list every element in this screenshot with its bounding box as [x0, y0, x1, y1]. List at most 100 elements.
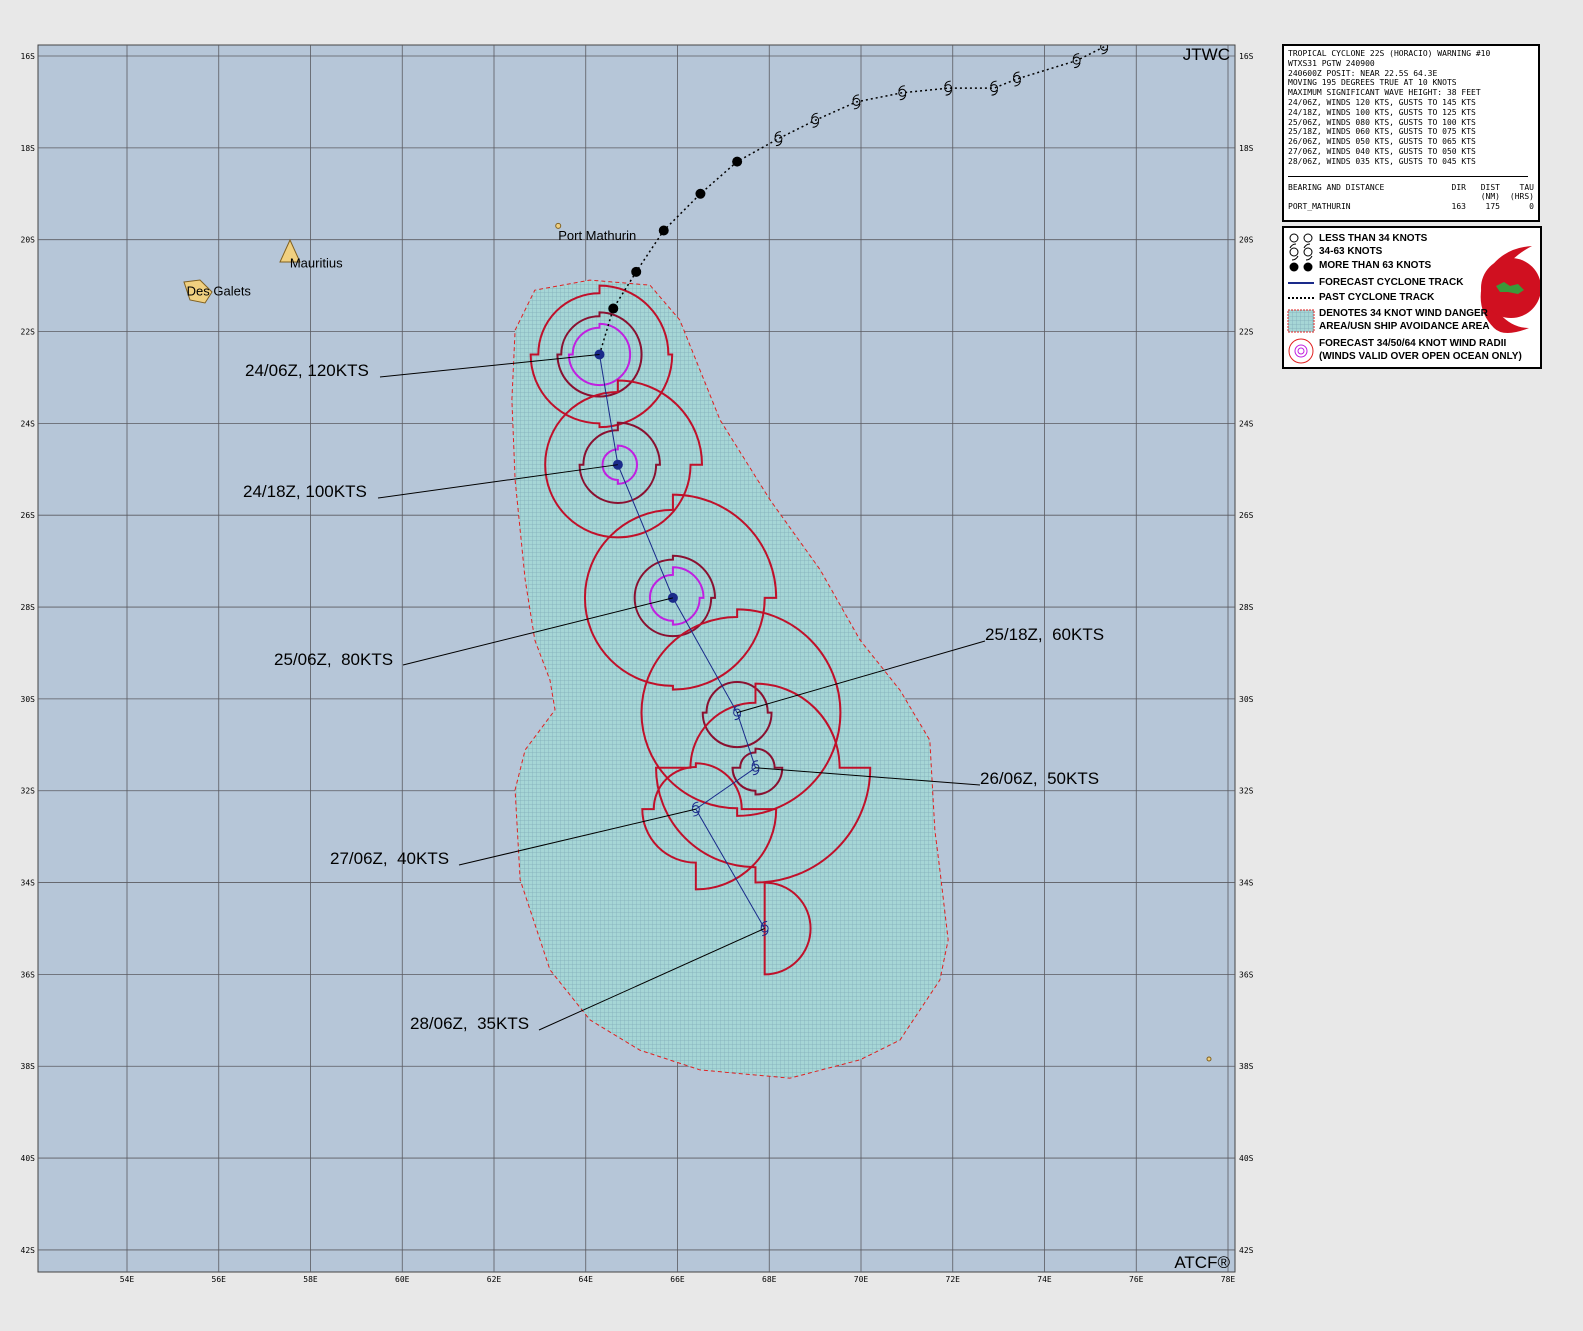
lat-tick-label-left: 24S	[21, 419, 36, 428]
warning-line: 24/06Z, WINDS 120 KTS, GUSTS TO 145 KTS	[1288, 97, 1476, 107]
legend-past-track: PAST CYCLONE TRACK	[1319, 292, 1435, 303]
cyclone-34-63-icon	[774, 131, 783, 147]
circle	[811, 116, 820, 125]
lat-tick-label-right: 38S	[1239, 1062, 1254, 1071]
lon-tick-label: 78E	[1221, 1275, 1236, 1284]
hook	[691, 801, 700, 817]
col-tau: TAU	[1519, 182, 1534, 192]
warning-line: 28/06Z, WINDS 035 KTS, GUSTS TO 045 KTS	[1288, 156, 1476, 166]
warning-line: 25/06Z, WINDS 080 KTS, GUSTS TO 100 KTS	[1288, 117, 1476, 127]
unit-dist: (NM)	[1480, 192, 1500, 202]
warning-line: MOVING 195 DEGREES TRUE AT 10 KNOTS	[1288, 78, 1457, 88]
wind-radii-50kt	[701, 681, 773, 749]
lat-tick-label-right: 40S	[1239, 1154, 1254, 1163]
lon-tick-label: 66E	[670, 1275, 685, 1284]
island	[279, 238, 301, 263]
cyclone-34-63-icon	[898, 85, 907, 101]
forecast-label: 26/06Z, 50KTS	[980, 769, 1099, 788]
circle	[691, 805, 700, 814]
hook	[751, 760, 760, 776]
station-tau: 0	[1529, 202, 1534, 212]
lat-tick-label-right: 42S	[1239, 1246, 1254, 1255]
wind-radii-34kt	[641, 762, 778, 891]
wind-radii-34kt	[529, 284, 674, 429]
legend-wind-radii-1: FORECAST 34/50/64 KNOT WIND RADII	[1319, 338, 1507, 349]
lat-tick-label-left: 38S	[21, 1062, 36, 1071]
place-label: Des Galets	[187, 284, 252, 299]
lat-tick-label-left: 36S	[21, 970, 36, 979]
legend-wind-radii-2: (WINDS VALID OVER OPEN OCEAN ONLY)	[1319, 351, 1522, 362]
place-label: Mauritius	[290, 255, 343, 270]
lat-tick-label-right: 34S	[1239, 879, 1254, 888]
circle	[1012, 74, 1021, 83]
station-dist: 175	[1485, 202, 1500, 212]
circle	[990, 84, 999, 93]
cyclone-gt63-icon	[695, 188, 706, 199]
lat-tick-label-left: 18S	[21, 144, 36, 153]
cyclone-34-63-icon	[811, 112, 820, 128]
warning-line: MAXIMUM SIGNIFICANT WAVE HEIGHT: 38 FEET	[1288, 88, 1481, 98]
lon-tick-label: 70E	[854, 1275, 869, 1284]
wind-radii-34kt	[655, 682, 872, 884]
station-name: PORT_MATHURIN	[1288, 202, 1351, 212]
station-dir: 163	[1451, 202, 1466, 212]
wind-radii-50kt	[633, 554, 716, 638]
lon-tick-label: 58E	[303, 1275, 318, 1284]
bearing-header: BEARING AND DISTANCE	[1288, 182, 1385, 192]
wind-radii-34kt	[583, 493, 778, 691]
forecast-label: 27/06Z, 40KTS	[330, 849, 449, 868]
lon-tick-label: 64E	[579, 1275, 594, 1284]
danger-area	[511, 279, 949, 1079]
hook	[733, 705, 742, 721]
warning-line: TROPICAL CYCLONE 22S (HORACIO) WARNING #…	[1288, 49, 1491, 58]
lat-tick-label-left: 26S	[21, 511, 36, 520]
circle	[760, 924, 769, 933]
legend-lt34: LESS THAN 34 KNOTS	[1319, 233, 1428, 244]
lat-tick-label-left: 42S	[21, 1246, 36, 1255]
lat-tick-label-right: 26S	[1239, 511, 1254, 520]
lon-tick-label: 62E	[487, 1275, 502, 1284]
warning-line: 25/18Z, WINDS 060 KTS, GUSTS TO 075 KTS	[1288, 127, 1476, 137]
forecast-label: 24/06Z, 120KTS	[245, 361, 369, 380]
lt34-symbol-icon	[1289, 233, 1313, 243]
cyclone-34-63-icon	[691, 801, 700, 817]
lon-tick-label: 72E	[946, 1275, 961, 1284]
lon-tick-label: 74E	[1037, 1275, 1052, 1284]
lat-tick-label-left: 40S	[21, 1154, 36, 1163]
hook	[760, 920, 769, 936]
col-dir: DIR	[1451, 182, 1466, 192]
wind-radii-64kt	[567, 322, 632, 387]
34-63-symbol-icon	[1289, 243, 1313, 261]
lat-tick-label-right: 22S	[1239, 328, 1254, 337]
lat-tick-label-right: 30S	[1239, 695, 1254, 704]
cyclone-34-63-icon	[733, 705, 742, 721]
past-track-line	[598, 46, 1105, 355]
hook	[944, 80, 953, 96]
agency-label: JTWC	[1183, 45, 1230, 64]
warning-info-box: TROPICAL CYCLONE 22S (HORACIO) WARNING #…	[1282, 44, 1540, 222]
legend: LESS THAN 34 KNOTS 34-63 KNOTS MORE THAN…	[1282, 226, 1542, 369]
lat-tick-label-left: 16S	[21, 52, 36, 61]
circle	[898, 88, 907, 97]
circle	[852, 97, 861, 106]
lat-tick-label-left: 28S	[21, 603, 36, 612]
forecast-label: 28/06Z, 35KTS	[410, 1014, 529, 1033]
lat-tick-label-right: 28S	[1239, 603, 1254, 612]
legend-danger-area-2: AREA/USN SHIP AVOIDANCE AREA	[1319, 321, 1490, 332]
lat-tick-label-left: 34S	[21, 879, 36, 888]
hook	[774, 131, 783, 147]
lon-tick-label: 76E	[1129, 1275, 1144, 1284]
hook	[990, 80, 999, 96]
forecast-label-leader	[736, 640, 986, 714]
warning-line: 240600Z POSIT: NEAR 22.5S 64.3E	[1288, 68, 1438, 78]
lat-tick-label-right: 18S	[1239, 144, 1254, 153]
gt63-symbol-icon	[1289, 262, 1313, 272]
danger-area-icon	[1287, 309, 1315, 333]
forecast-label-leader	[377, 464, 618, 499]
cyclone-gt63-icon	[732, 156, 743, 167]
legend-gt63: MORE THAN 63 KNOTS	[1319, 260, 1432, 271]
circle	[944, 84, 953, 93]
forecast-label-leader	[538, 928, 765, 1031]
warning-line: 27/06Z, WINDS 040 KTS, GUSTS TO 050 KTS	[1288, 146, 1476, 156]
